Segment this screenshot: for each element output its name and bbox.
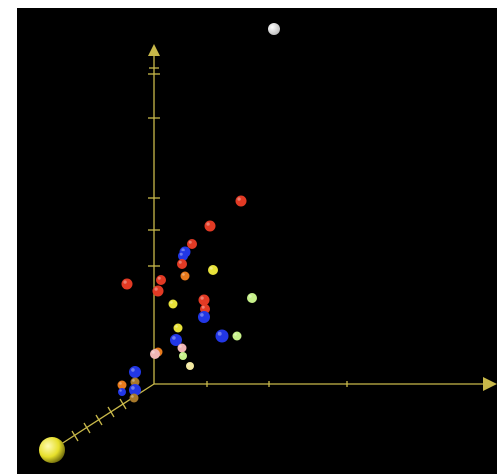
scatter-point-highlight [132,379,135,382]
scatter-point-highlight [131,395,134,398]
x-axis-arrowhead [483,377,497,391]
origin-marker [39,437,65,463]
3d-scene[interactable] [17,8,497,474]
scatter-point-yellow [208,265,218,275]
scatter-point-orange [117,380,127,390]
z-axis-arrowhead [148,44,160,56]
scatter-point-brown [130,377,140,387]
scatter-point-highlight [123,280,127,284]
scatter-point-light-yellow [186,362,194,370]
scatter-point-blue [118,388,126,396]
scatter-point-highlight [119,382,122,385]
scatter-point-red [177,259,187,269]
y-axis-tick [107,406,115,418]
scatter-point-orange [180,271,190,281]
scatter-point-highlight [201,305,205,309]
light-source-marker [268,23,280,35]
scatter-point-highlight [170,301,173,304]
scatter-point-red [121,278,133,290]
scatter-points [117,195,257,403]
y-axis-tick [119,398,127,410]
scatter-point-highlight [181,248,185,252]
scatter-point-blue [129,366,141,378]
scatter-point-highlight [188,240,192,244]
scatter-point-highlight [187,363,190,366]
scatter-point-highlight [157,276,161,280]
scatter-point-highlight [154,287,158,291]
scatter-point-blue [178,251,188,261]
scatter-point-highlight [200,296,204,300]
scatter-point-light-green [232,331,242,341]
scatter-point-light-green [247,293,257,303]
scatter-point-highlight [217,331,222,336]
scatter-point-highlight [234,333,237,336]
scatter-point-blue [215,329,229,343]
scatter-point-highlight [131,386,135,390]
scatter-point-highlight [172,336,176,340]
scatter-point-highlight [179,345,182,348]
scatter-point-pink [177,343,187,353]
scatter-point-blue [170,334,182,346]
scatter-point-brown [129,393,139,403]
scatter-point-red [187,239,197,249]
scatter-point-highlight [200,313,204,317]
scatter-point-highlight [209,266,213,270]
scatter-point-highlight [180,353,183,356]
scatter-point-yellow [173,323,183,333]
scatter-point-highlight [182,273,185,276]
scatter-point-highlight [151,350,155,354]
scatter-point-highlight [248,294,252,298]
scatter-point-yellow [168,299,178,309]
scatter-point-light-green [179,352,187,360]
y-axis-tick [71,430,79,442]
scatter-point-highlight [175,325,178,328]
scatter-point-highlight [179,252,183,256]
3d-scatter-viewport[interactable] [17,8,497,474]
scatter-point-blue [129,384,141,396]
scatter-point-red [152,285,164,297]
scatter-point-highlight [119,389,122,392]
scatter-point-blue [198,311,210,323]
y-axis-tick [83,422,91,434]
scatter-point-red [204,220,216,232]
scatter-point-red [235,195,247,207]
scatter-point-highlight [206,222,210,226]
scatter-point-highlight [237,197,241,201]
scatter-point-red [198,294,210,306]
y-axis-tick [95,414,103,426]
scatter-point-highlight [178,260,182,264]
scatter-point-pink [150,349,160,359]
scatter-point-red [156,275,166,285]
scatter-point-highlight [131,368,135,372]
